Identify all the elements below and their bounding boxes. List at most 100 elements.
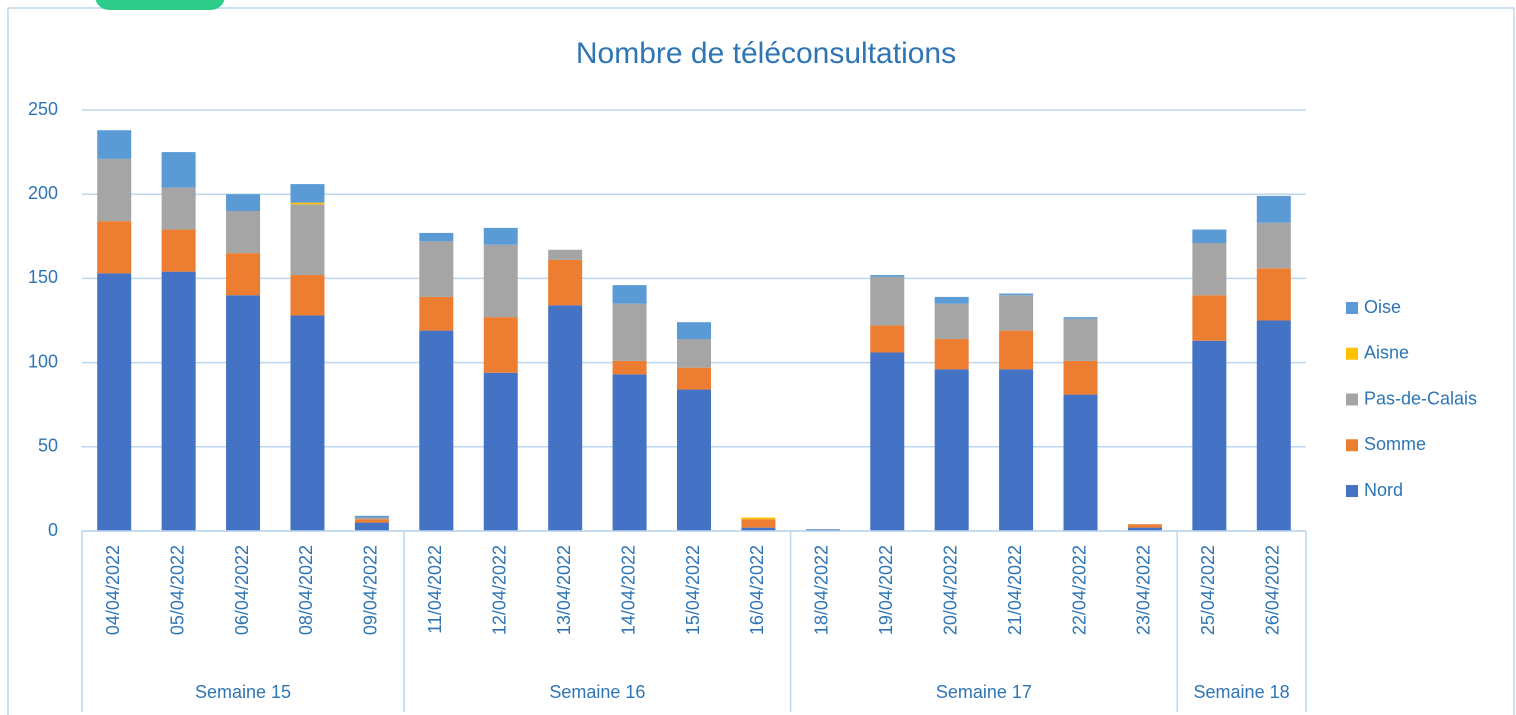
bar-segment [548, 249, 583, 260]
tab-decoration [95, 0, 225, 10]
bar-segment [999, 369, 1034, 531]
legend-swatch [1346, 302, 1358, 314]
legend-label: Aisne [1364, 343, 1409, 363]
bar-segment [741, 517, 776, 520]
legend-swatch [1346, 347, 1358, 360]
bar-segment [1192, 229, 1227, 244]
y-tick-label: 0 [48, 520, 58, 540]
x-tick-label: 13/04/2022 [554, 545, 574, 635]
bar-segment [1063, 317, 1098, 319]
chart-title: Nombre de téléconsultations [576, 37, 956, 70]
bar-segment [612, 303, 647, 361]
bar-segment [934, 369, 969, 531]
bar-segment [483, 244, 518, 318]
bar-segment [870, 275, 905, 277]
bar-segment [612, 285, 647, 304]
bar-segment [1192, 340, 1227, 531]
bar-segment [97, 158, 132, 222]
bar-segment [999, 330, 1034, 370]
bar-segment [226, 295, 261, 531]
bar-segment [483, 227, 518, 245]
bar-segment [161, 271, 196, 531]
bar-segment [97, 130, 132, 159]
bar-segment [1063, 394, 1098, 531]
x-tick-label: 16/04/2022 [747, 545, 767, 635]
bar-segment [1256, 320, 1291, 531]
bar-segment [97, 273, 132, 531]
bar-segment [1192, 295, 1227, 341]
bar-segment [354, 522, 389, 531]
bar-segment [612, 360, 647, 375]
bar-segment [934, 339, 969, 370]
x-tick-label: 25/04/2022 [1198, 545, 1218, 635]
bar-segment [1256, 222, 1291, 269]
x-tick-label: 21/04/2022 [1005, 545, 1025, 635]
bar-segment [1127, 527, 1162, 531]
x-tick-label: 22/04/2022 [1069, 545, 1089, 635]
bar-segment [999, 293, 1034, 296]
legend-label: Pas-de-Calais [1364, 388, 1477, 408]
legend-swatch [1346, 393, 1358, 406]
bar-segment [226, 211, 261, 254]
x-tick-label: 12/04/2022 [489, 545, 509, 635]
bar-segment [934, 296, 969, 304]
bar-segment [1063, 318, 1098, 361]
x-tick-label: 05/04/2022 [167, 545, 187, 635]
bar-segment [1256, 195, 1291, 223]
legend-label: Nord [1364, 480, 1403, 500]
x-tick-label: 18/04/2022 [812, 545, 832, 635]
y-tick-label: 50 [38, 436, 58, 456]
legend-label: Oise [1364, 297, 1401, 317]
group-label: Semaine 15 [195, 682, 291, 702]
bar-segment [354, 519, 389, 523]
bar-segment [290, 184, 325, 203]
bar-segment [934, 303, 969, 340]
x-tick-label: 09/04/2022 [361, 545, 381, 635]
bar-segment [419, 241, 454, 297]
bar-segment [419, 232, 454, 242]
group-label: Semaine 16 [549, 682, 645, 702]
bar-segment [419, 330, 454, 531]
bar-segment [612, 374, 647, 531]
bar-segment [870, 325, 905, 353]
bar-segment [677, 389, 711, 531]
legend-swatch [1346, 485, 1358, 497]
bar-segment [1192, 243, 1227, 296]
bar-segment [354, 515, 389, 518]
bar-segment [226, 253, 261, 296]
x-tick-label: 26/04/2022 [1263, 545, 1283, 635]
group-label: Semaine 18 [1194, 682, 1290, 702]
x-tick-label: 19/04/2022 [876, 545, 896, 635]
bar-segment [999, 295, 1034, 331]
bar-segment [97, 221, 132, 274]
bar-segment [741, 519, 776, 528]
x-tick-label: 20/04/2022 [940, 545, 960, 635]
bar-segment [483, 317, 518, 373]
x-tick-label: 11/04/2022 [425, 545, 445, 634]
bar-segment [290, 202, 325, 205]
bar-segment [419, 296, 454, 331]
bar-segment [677, 339, 711, 368]
x-tick-label: 15/04/2022 [683, 545, 703, 635]
x-tick-label: 04/04/2022 [103, 545, 123, 635]
bar-segment [226, 194, 261, 212]
bar-segment [548, 305, 583, 531]
bar-segment [290, 315, 325, 531]
bar-segment [677, 367, 711, 390]
frame [7, 7, 1515, 715]
bar-segment [290, 275, 325, 316]
y-tick-label: 200 [28, 183, 58, 203]
x-tick-label: 23/04/2022 [1134, 545, 1154, 635]
x-tick-label: 06/04/2022 [232, 545, 252, 635]
x-tick-label: 14/04/2022 [618, 545, 638, 635]
bar-segment [354, 517, 389, 520]
x-tick-label: 08/04/2022 [296, 545, 316, 635]
bar-segment [870, 352, 905, 531]
bar-segment [677, 322, 711, 340]
y-tick-label: 150 [28, 267, 58, 287]
bar-segment [161, 229, 196, 272]
bar-segment [1063, 360, 1098, 395]
bar-segment [805, 529, 840, 531]
legend-label: Somme [1364, 434, 1426, 454]
